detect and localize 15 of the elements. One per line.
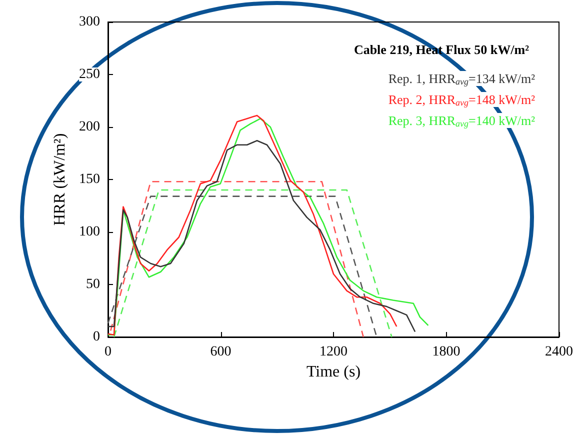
y-tick-label: 100	[79, 224, 100, 240]
y-tick-label: 200	[79, 120, 100, 134]
x-tick-label: 0	[104, 344, 112, 360]
x-tick-label: 1800	[432, 344, 460, 360]
x-tick-label: 600	[210, 344, 232, 360]
y-tick-label: 0	[93, 330, 100, 344]
y-tick-label: 250	[79, 67, 100, 82]
x-axis-title: Time (s)	[306, 363, 361, 380]
line-series	[107, 140, 416, 332]
y-tick-label: 50	[86, 277, 100, 292]
y-axis-title: HRR (kW/m²)	[52, 133, 69, 226]
y-tick-label: 150	[79, 172, 100, 187]
x-tick-label: 1200	[320, 344, 348, 360]
y-tick-label: 300	[79, 14, 100, 30]
x-tick-label: 2400	[545, 344, 573, 360]
